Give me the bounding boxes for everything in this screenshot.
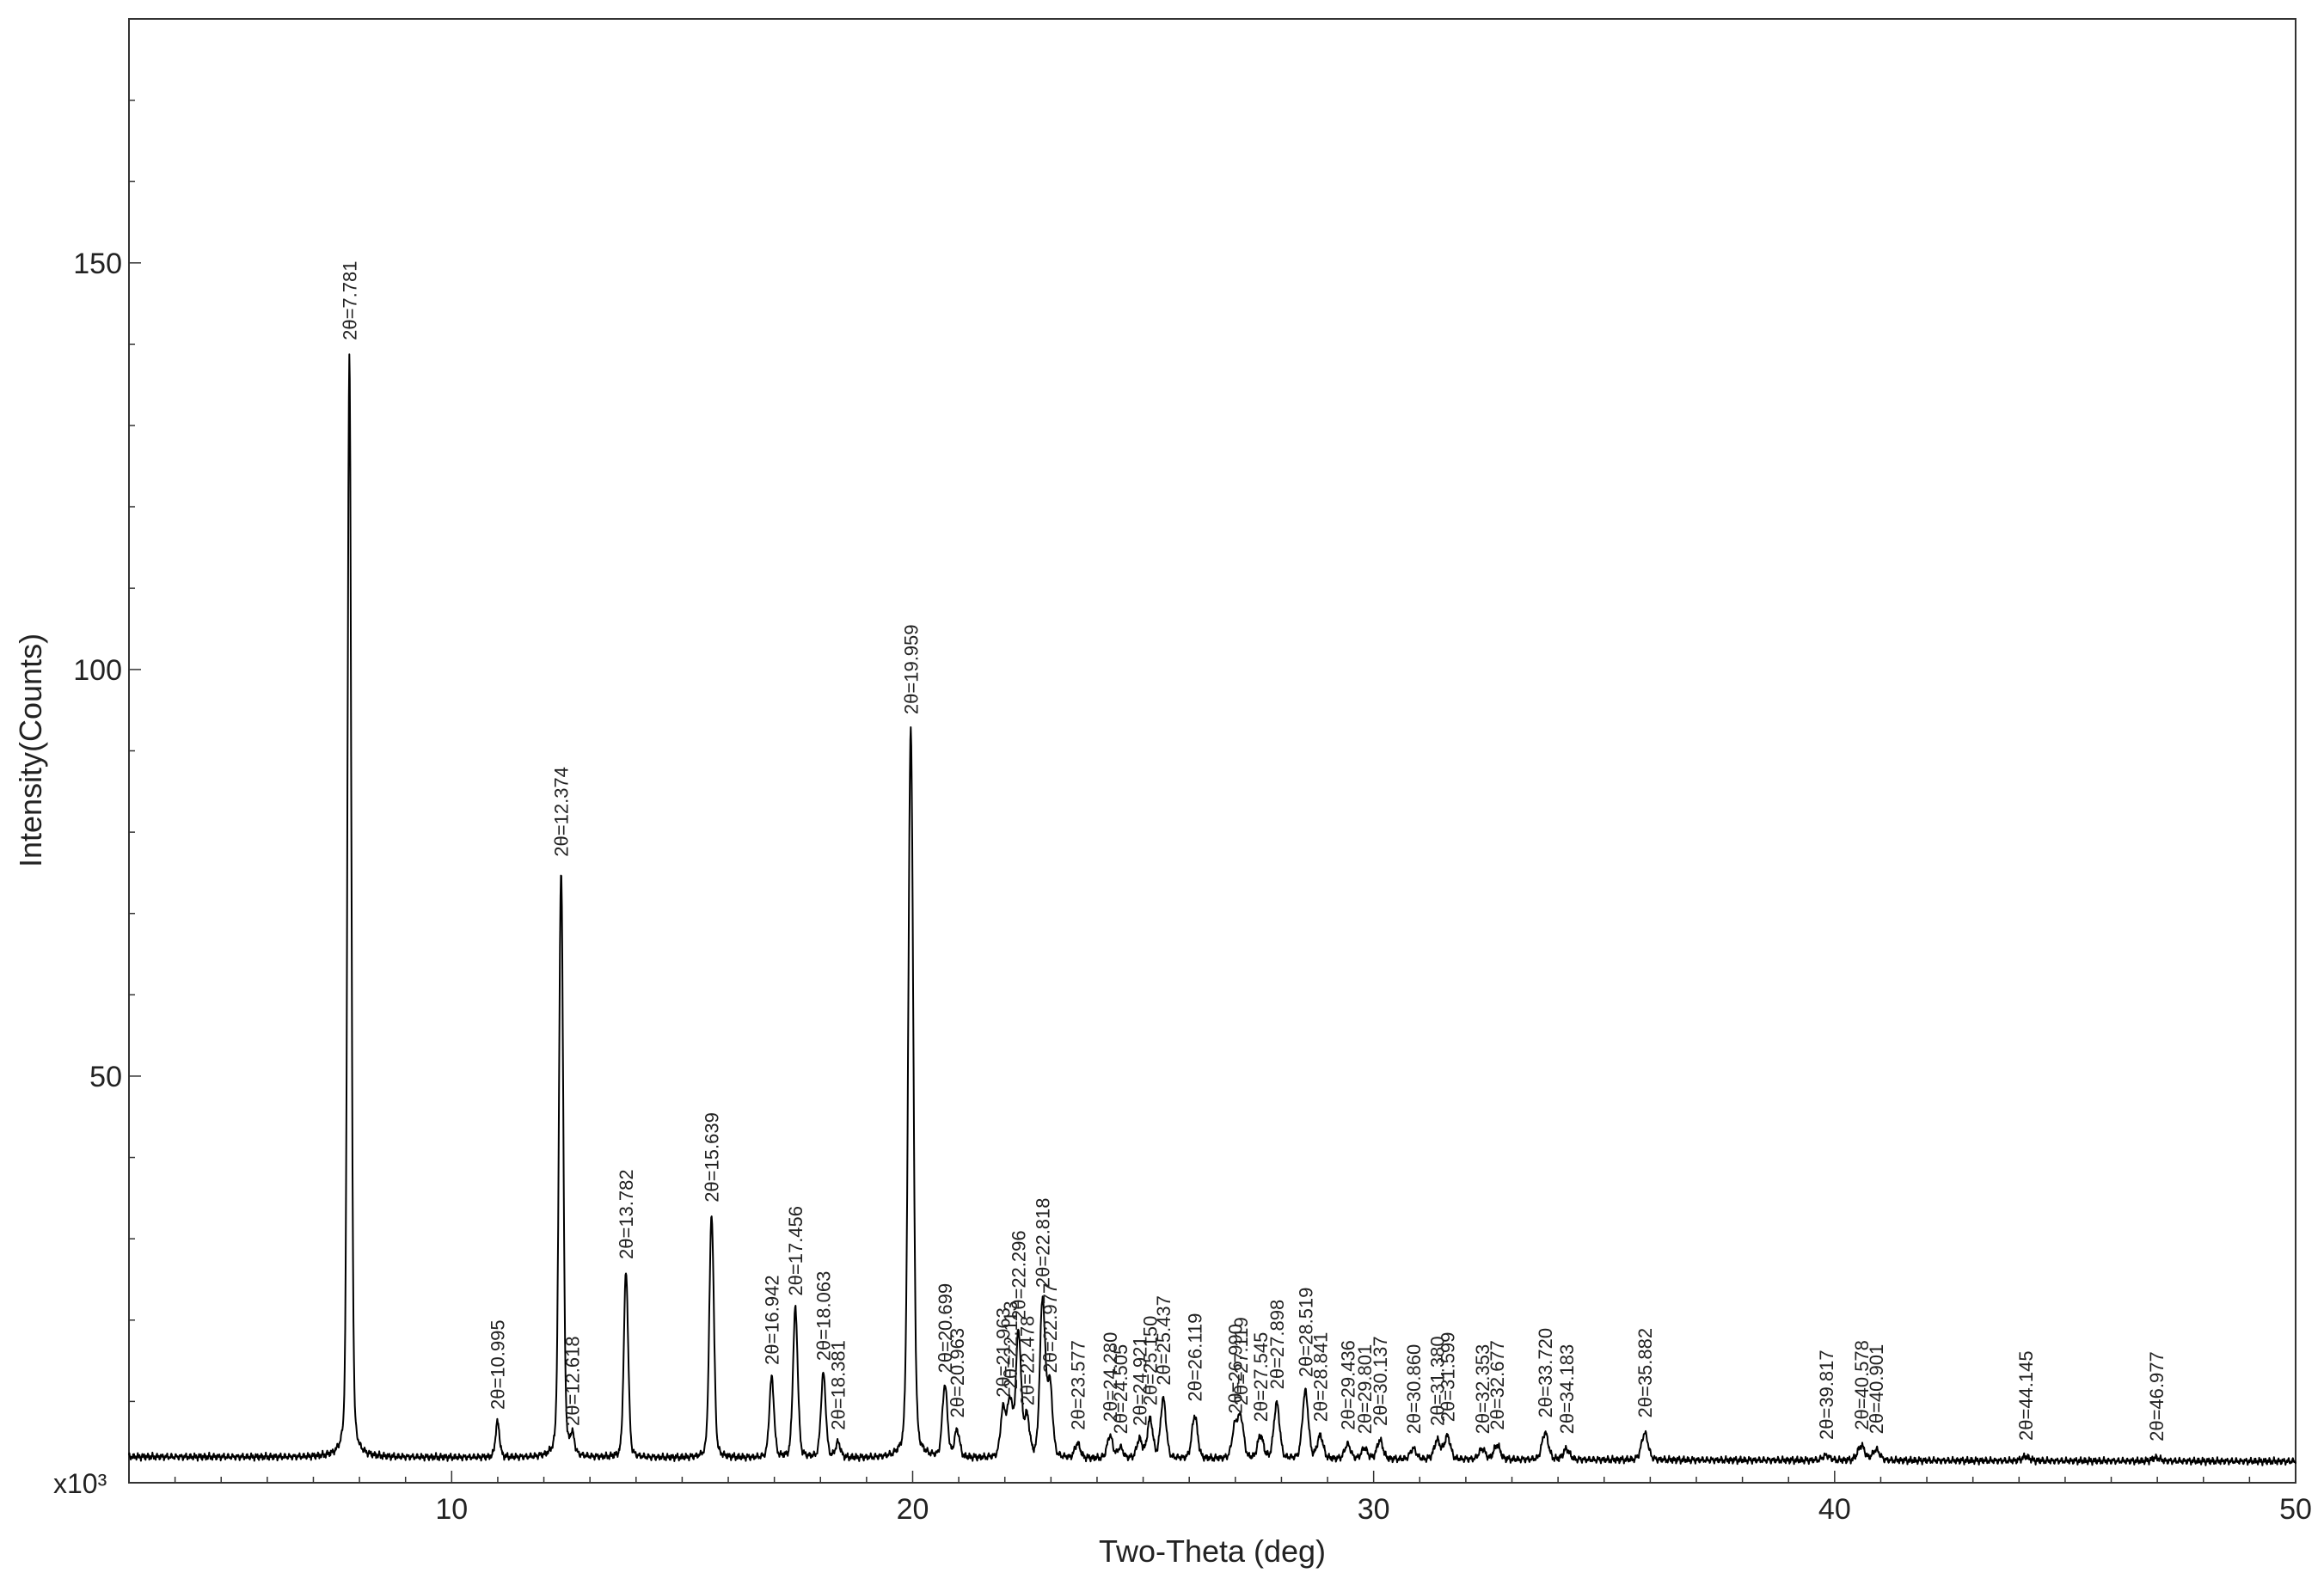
peak-label: 2θ=18.063 xyxy=(813,1271,835,1362)
peak-label: 2θ=28.519 xyxy=(1295,1288,1316,1378)
peak-label: 2θ=25.150 xyxy=(1140,1316,1162,1406)
peak-label: 2θ=46.977 xyxy=(2146,1351,2168,1441)
peak-label: 2θ=17.456 xyxy=(785,1206,806,1296)
peak-label: 2θ=30.860 xyxy=(1403,1344,1425,1435)
peak-label: 2θ=20.963 xyxy=(947,1328,968,1418)
peak-label: 2θ=29.801 xyxy=(1354,1344,1376,1435)
x-tick-label: 30 xyxy=(1358,1493,1390,1526)
x-tick-label: 10 xyxy=(435,1493,468,1526)
peak-label: 2θ=30.137 xyxy=(1370,1336,1391,1426)
peak-label: 2θ=19.959 xyxy=(900,624,922,714)
x-tick-label: 50 xyxy=(2279,1493,2312,1526)
diffraction-pattern-line xyxy=(128,353,2296,1466)
peak-label: 2θ=32.353 xyxy=(1472,1344,1493,1435)
peak-label: 2θ=40.578 xyxy=(1851,1340,1873,1430)
peak-label: 2θ=34.183 xyxy=(1556,1344,1578,1435)
x-axis-title: Two-Theta (deg) xyxy=(1099,1533,1326,1569)
peak-label: 2θ=12.618 xyxy=(562,1336,584,1426)
y-tick-label: 150 xyxy=(73,248,122,280)
axis-ticks: 10 20 30 40 50 50 100 150 xyxy=(73,99,2312,1526)
peak-label: 2θ=24.280 xyxy=(1100,1332,1121,1423)
peak-label: 2θ=33.720 xyxy=(1535,1328,1556,1418)
peak-labels: 2θ=7.781 2θ=10.995 2θ=12.374 2θ=12.618 2θ=13… xyxy=(339,261,2168,1441)
peak-label: 2θ=24.921 xyxy=(1129,1336,1150,1426)
peak-label: 2θ=25.437 xyxy=(1153,1295,1174,1386)
peak-label: 2θ=29.436 xyxy=(1337,1340,1358,1430)
peak-label: 2θ=32.677 xyxy=(1487,1340,1508,1430)
peak-label: 2θ=27.545 xyxy=(1250,1332,1272,1423)
peak-label: 2θ=16.942 xyxy=(762,1275,783,1365)
peak-label: 2θ=26.119 xyxy=(1185,1313,1206,1402)
peak-label: 2θ=24.505 xyxy=(1110,1344,1131,1435)
y-tick-label: 100 xyxy=(73,654,122,687)
y-axis-title: Intensity(Counts) xyxy=(13,633,48,867)
peak-label: 2θ=31.380 xyxy=(1427,1336,1449,1426)
peak-label: 2θ=12.374 xyxy=(551,767,573,857)
peak-label: 2θ=20.699 xyxy=(935,1283,956,1374)
peak-label: 2θ=18.381 xyxy=(828,1340,849,1430)
peak-label: 2θ=39.817 xyxy=(1816,1350,1837,1440)
peak-label: 2θ=26.990 xyxy=(1224,1324,1246,1414)
peak-label: 2θ=13.782 xyxy=(616,1169,637,1259)
peak-label: 2θ=23.577 xyxy=(1067,1340,1088,1430)
peak-label: 2θ=27.898 xyxy=(1266,1300,1288,1390)
peak-label: 2θ=35.882 xyxy=(1634,1328,1656,1418)
peak-label: 2θ=15.639 xyxy=(702,1112,723,1203)
peak-label: 2θ=7.781 xyxy=(339,261,360,340)
peak-label: 2θ=22.113 xyxy=(1000,1301,1021,1389)
x-tick-label: 40 xyxy=(1818,1493,1851,1526)
peak-label: 2θ=10.995 xyxy=(487,1319,509,1410)
peak-label: 2θ=22.478 xyxy=(1016,1316,1038,1406)
peak-label: 2θ=28.841 xyxy=(1310,1332,1332,1423)
peak-label: 2θ=22.818 xyxy=(1033,1197,1054,1288)
y-tick-label: 50 xyxy=(89,1061,122,1093)
x-tick-label: 20 xyxy=(897,1493,929,1526)
peak-label: 2θ=22.977 xyxy=(1039,1283,1061,1374)
peak-label: 2θ=44.145 xyxy=(2015,1350,2037,1441)
peak-label: 2θ=21.963 xyxy=(993,1307,1015,1398)
peak-label: 2θ=40.901 xyxy=(1866,1344,1887,1435)
plot-frame xyxy=(128,18,2296,1484)
peak-label: 2θ=27.119 xyxy=(1230,1317,1252,1405)
y-multiplier-label: x10³ xyxy=(53,1468,107,1499)
peak-label: 2θ=31.599 xyxy=(1437,1332,1458,1423)
peak-label: 2θ=22.296 xyxy=(1009,1230,1030,1320)
